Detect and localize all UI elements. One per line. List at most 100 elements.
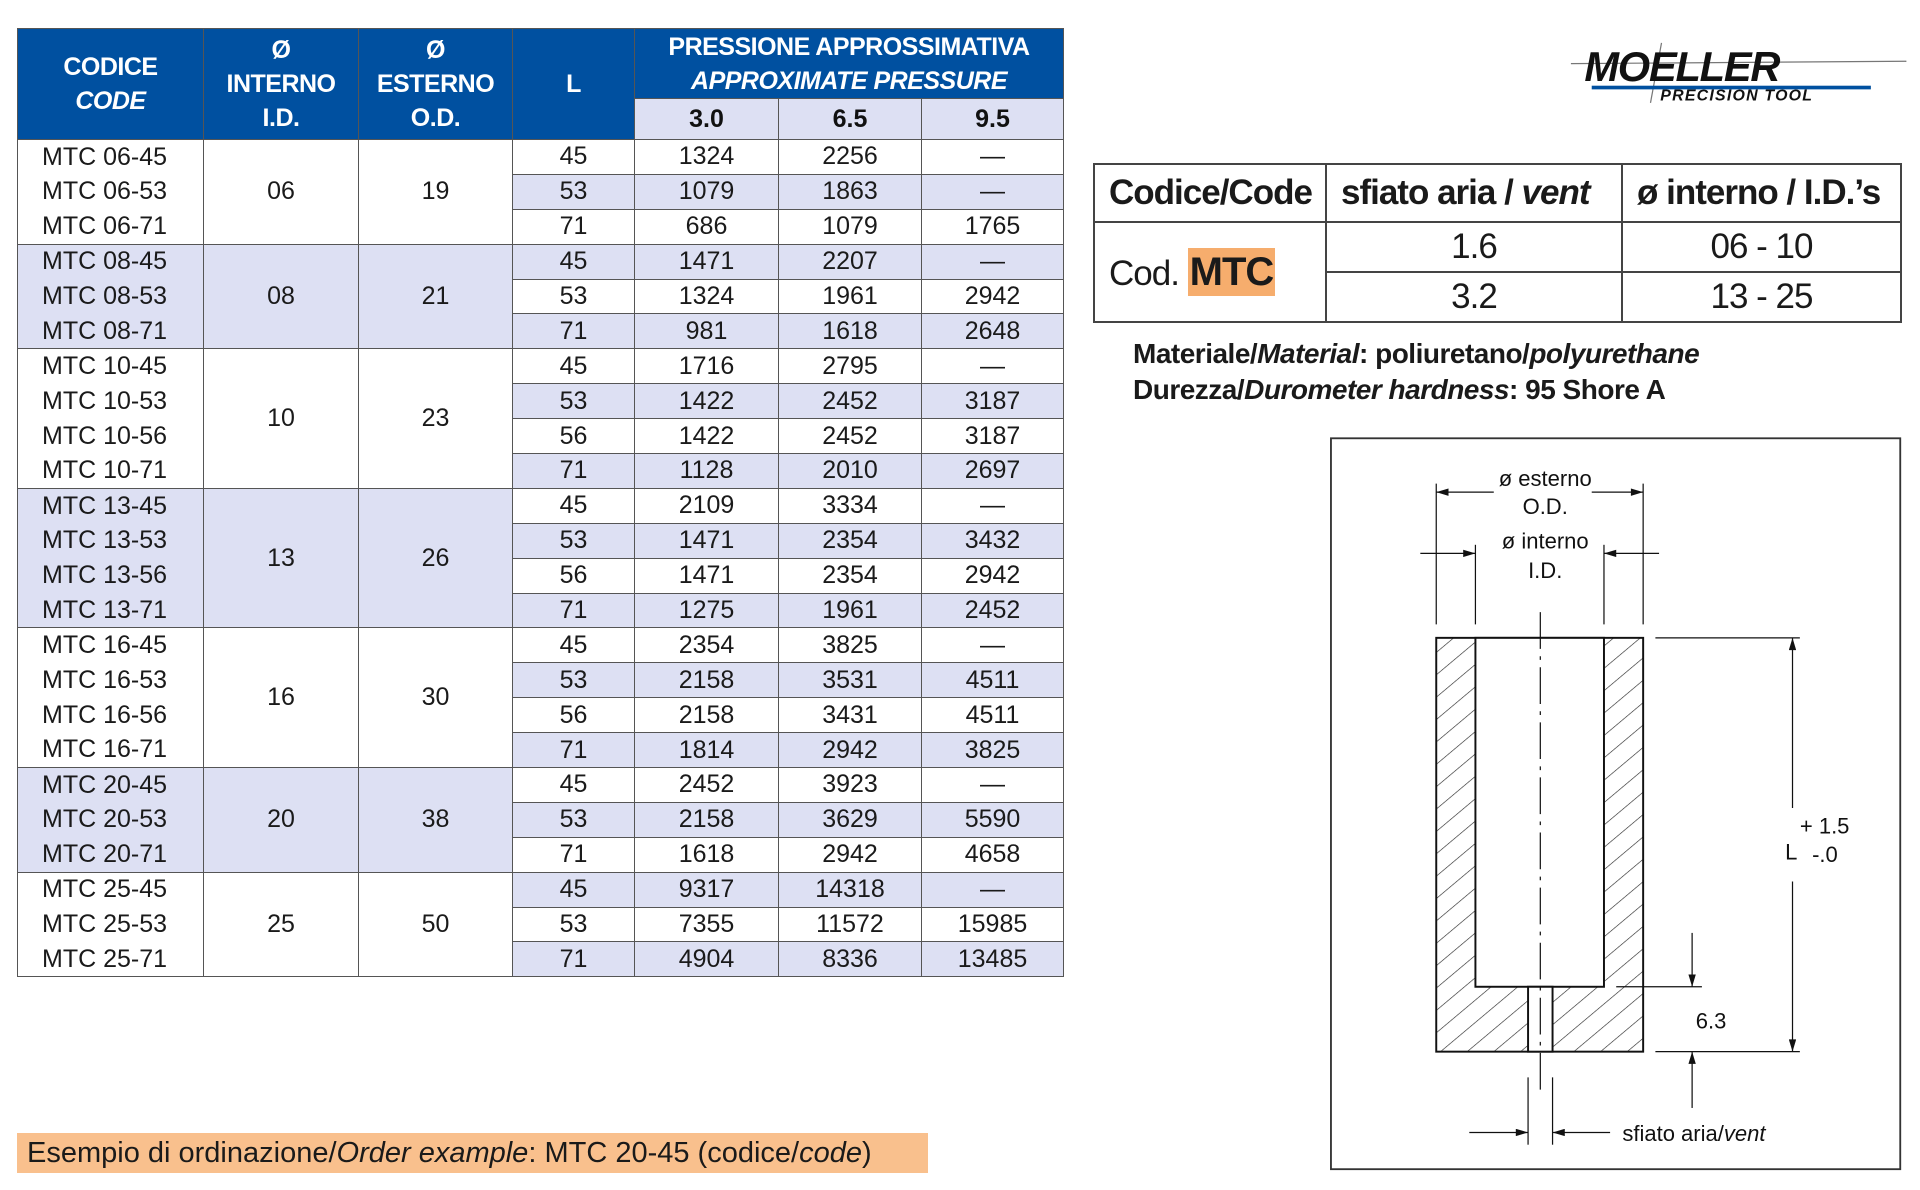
table-row: MTC 10-53 53 1422 2452 3187 bbox=[17, 383, 1065, 420]
cell-length: 53 bbox=[512, 662, 635, 699]
cell-length: 53 bbox=[512, 278, 635, 315]
cell-code: MTC 06-45 bbox=[17, 139, 204, 175]
header-length: L bbox=[512, 28, 635, 140]
vent-header-id: ø interno / I.D.’s bbox=[1621, 163, 1902, 223]
mtc-highlight: MTC bbox=[1187, 247, 1276, 296]
tolerance-plus: + 1.5 bbox=[1800, 814, 1850, 839]
cell-pressure-9-5: 15985 bbox=[920, 906, 1065, 943]
cell-pressure-6-5: 1079 bbox=[778, 208, 922, 245]
cell-pressure-6-5: 2354 bbox=[778, 557, 922, 594]
cell-pressure-6-5: 2354 bbox=[778, 522, 922, 559]
cell-length: 45 bbox=[512, 348, 635, 385]
table-row: MTC 10-71 71 1128 2010 2697 bbox=[17, 453, 1065, 489]
cell-length: 56 bbox=[512, 418, 635, 455]
table-row: MTC 08-45 08 21 45 1471 2207— bbox=[17, 243, 1065, 350]
cell-pressure-9-5: 4511 bbox=[920, 697, 1065, 734]
table-row: MTC 13-45 13 26 45 2109 3334— bbox=[17, 487, 1065, 629]
cell-pressure-3-0: 1618 bbox=[634, 836, 779, 873]
cell-pressure-3-0: 1471 bbox=[634, 522, 779, 559]
header-inner-diameter: Ø INTERNO I.D. bbox=[203, 28, 359, 140]
cell-pressure-6-5: 3531 bbox=[778, 662, 922, 699]
cell-length: 45 bbox=[512, 243, 635, 280]
cell-length: 53 bbox=[512, 522, 635, 559]
cell-length: 71 bbox=[512, 313, 635, 350]
cell-outer-diameter: 19 bbox=[358, 139, 513, 245]
cell-length: 45 bbox=[512, 871, 635, 908]
header-outer-diameter: Ø ESTERNO O.D. bbox=[358, 28, 513, 140]
header-pressure-3-0: 3.0 bbox=[634, 98, 779, 140]
cell-length: 71 bbox=[512, 453, 635, 489]
table-row: MTC 06-53 53 1079 1863— bbox=[17, 173, 1065, 210]
cell-pressure-3-0: 981 bbox=[634, 313, 779, 350]
material-line: Materiale/Material: poliuretano/polyuret… bbox=[1133, 338, 1700, 369]
table-row: MTC 20-53 53 2158 3629 5590 bbox=[17, 801, 1065, 838]
cell-length: 71 bbox=[512, 732, 635, 769]
cell-code: MTC 13-53 bbox=[17, 523, 204, 559]
cell-pressure-9-5: 2697 bbox=[920, 453, 1065, 489]
vent-size: 3.2 bbox=[1325, 271, 1623, 323]
cell-code: MTC 10-56 bbox=[17, 418, 204, 454]
cell-pressure-3-0: 1422 bbox=[634, 383, 779, 420]
cell-pressure-9-5: — bbox=[920, 173, 1065, 210]
cell-code: MTC 16-56 bbox=[17, 697, 204, 733]
cell-pressure-9-5: 13485 bbox=[920, 941, 1065, 978]
cell-pressure-3-0: 1471 bbox=[634, 243, 779, 280]
cell-code: MTC 06-71 bbox=[17, 209, 204, 245]
cell-pressure-3-0: 1324 bbox=[634, 278, 779, 315]
table-row: MTC 25-71 71 4904 8336 13485 bbox=[17, 941, 1065, 978]
table-row: MTC 16-45 16 30 45 2354 3825— bbox=[17, 627, 1065, 769]
cell-outer-diameter: 50 bbox=[358, 871, 513, 978]
cell-pressure-3-0: 1814 bbox=[634, 732, 779, 769]
cell-length: 56 bbox=[512, 557, 635, 594]
cell-pressure-9-5: 2942 bbox=[920, 278, 1065, 315]
cell-pressure-3-0: 2158 bbox=[634, 662, 779, 699]
cell-pressure-9-5: — bbox=[920, 767, 1065, 803]
table-row: MTC 06-71 71 686 1079 1765 bbox=[17, 208, 1065, 245]
vent-code-cell: Cod. MTC bbox=[1093, 221, 1327, 323]
product-pressure-table: CODICE CODE Ø INTERNO I.D. Ø ESTERNO O.D. L P… bbox=[17, 28, 1065, 978]
cell-length: 56 bbox=[512, 697, 635, 734]
table-row: MTC 20-71 71 1618 2942 4658 bbox=[17, 836, 1065, 873]
cell-pressure-9-5: 4511 bbox=[920, 662, 1065, 699]
cell-inner-diameter: 20 bbox=[203, 767, 359, 873]
order-example: Esempio di ordinazione/Order example: MT… bbox=[17, 1133, 928, 1173]
cell-code: MTC 16-53 bbox=[17, 662, 204, 698]
cell-length: 53 bbox=[512, 801, 635, 838]
svg-text:PRECISION TOOL: PRECISION TOOL bbox=[1660, 87, 1813, 104]
cell-pressure-6-5: 1961 bbox=[778, 278, 922, 315]
cell-pressure-6-5: 2452 bbox=[778, 418, 922, 455]
cell-pressure-3-0: 2109 bbox=[634, 487, 779, 524]
cell-inner-diameter: 06 bbox=[203, 139, 359, 245]
cell-length: 71 bbox=[512, 208, 635, 245]
cell-pressure-9-5: — bbox=[920, 871, 1065, 908]
header-code: CODICE CODE bbox=[17, 28, 204, 140]
cell-pressure-3-0: 1422 bbox=[634, 418, 779, 455]
cell-pressure-9-5: 3187 bbox=[920, 418, 1065, 455]
cell-inner-diameter: 16 bbox=[203, 627, 359, 769]
cell-pressure-3-0: 9317 bbox=[634, 871, 779, 908]
cell-inner-diameter: 13 bbox=[203, 487, 359, 629]
dimension-lines bbox=[1420, 483, 1800, 1145]
svg-text:MOELLER: MOELLER bbox=[1584, 43, 1780, 90]
cell-pressure-6-5: 14318 bbox=[778, 871, 922, 908]
cell-pressure-3-0: 4904 bbox=[634, 941, 779, 978]
cell-code: MTC 06-53 bbox=[17, 174, 204, 210]
cell-pressure-6-5: 2010 bbox=[778, 453, 922, 489]
cell-pressure-6-5: 1961 bbox=[778, 592, 922, 629]
cell-inner-diameter: 08 bbox=[203, 243, 359, 350]
cell-pressure-3-0: 2158 bbox=[634, 801, 779, 838]
id-label: ø interno bbox=[1502, 528, 1589, 553]
cell-code: MTC 10-53 bbox=[17, 383, 204, 419]
cell-outer-diameter: 23 bbox=[358, 348, 513, 489]
cell-pressure-6-5: 3431 bbox=[778, 697, 922, 734]
table-row: MTC 16-56 56 2158 3431 4511 bbox=[17, 697, 1065, 734]
cell-pressure-9-5: 5590 bbox=[920, 801, 1065, 838]
cell-pressure-6-5: 3334 bbox=[778, 487, 922, 524]
cell-length: 45 bbox=[512, 487, 635, 524]
cell-outer-diameter: 21 bbox=[358, 243, 513, 350]
header-pressure-9-5: 9.5 bbox=[920, 98, 1065, 140]
cell-pressure-9-5: 2452 bbox=[920, 592, 1065, 629]
table-row: MTC 25-45 25 50 45 9317 14318— bbox=[17, 871, 1065, 978]
cell-code: MTC 13-45 bbox=[17, 487, 204, 524]
bushing-section bbox=[1435, 636, 1645, 1053]
